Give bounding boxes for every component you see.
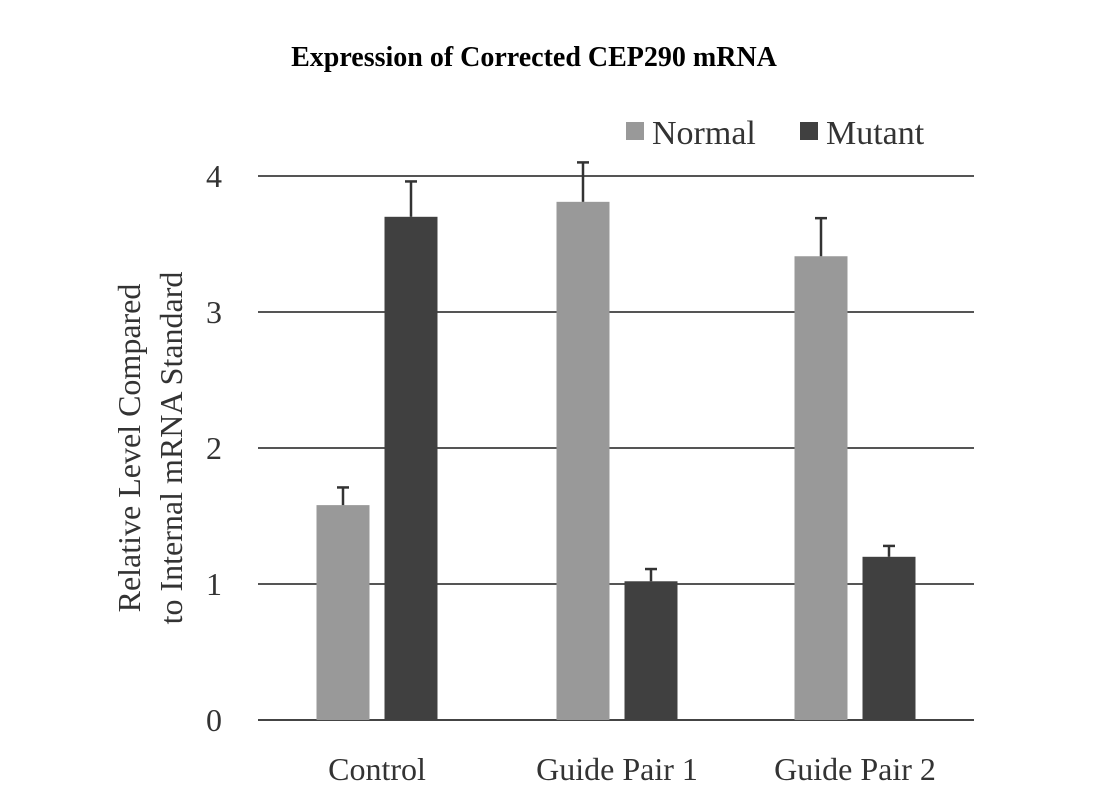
legend: Normal Mutant — [626, 115, 925, 152]
x-tick-label: Guide Pair 1 — [536, 751, 698, 787]
bar-normal-1 — [316, 505, 370, 720]
y-axis-label-line-2: to Internal mRNA Standard — [153, 272, 189, 625]
bar-mutant-3 — [862, 556, 916, 720]
y-tick-label: 1 — [206, 566, 222, 602]
bar-normal-3 — [794, 256, 848, 720]
bar-mutant-1 — [384, 216, 438, 721]
x-tick-label: Guide Pair 2 — [774, 751, 936, 787]
x-tick-labels: Control Guide Pair 1 Guide Pair 2 — [328, 751, 936, 787]
y-axis-label-line-1: Relative Level Compared — [111, 284, 147, 613]
legend-swatch-mutant — [800, 122, 818, 140]
y-tick-labels: 0 1 2 3 4 — [206, 158, 222, 738]
y-tick-label: 2 — [206, 430, 222, 466]
bar-mutant-2 — [624, 581, 678, 720]
y-tick-label: 4 — [206, 158, 222, 194]
chart-title: Expression of Corrected CEP290 mRNA — [291, 42, 778, 73]
y-tick-label: 0 — [206, 702, 222, 738]
y-tick-label: 3 — [206, 294, 222, 330]
bar-normal-2 — [556, 201, 610, 721]
gridlines — [258, 175, 974, 721]
legend-label-mutant: Mutant — [826, 115, 925, 152]
bars — [316, 161, 916, 721]
legend-label-normal: Normal — [652, 115, 756, 152]
x-tick-label: Control — [328, 751, 426, 787]
legend-swatch-normal — [626, 122, 644, 140]
